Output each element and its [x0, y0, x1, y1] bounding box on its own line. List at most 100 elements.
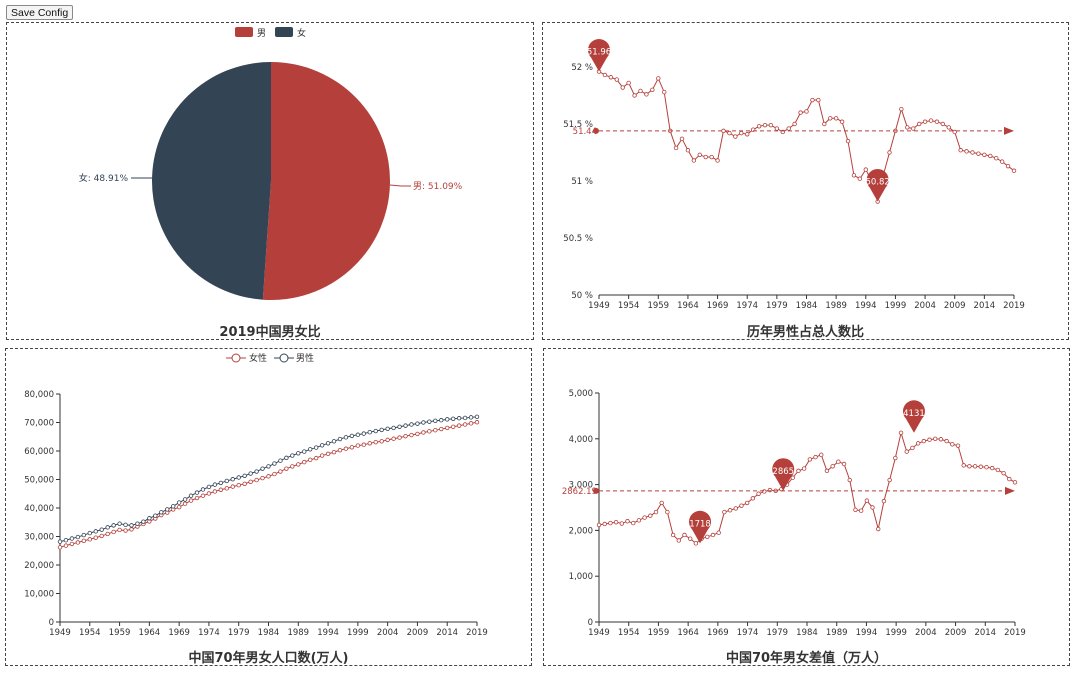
pie-slice-female[interactable]: [151, 62, 271, 300]
population-panel: 女性 男性 1949 1954 1959 1964 1969 1974 1979 1984 19…: [5, 348, 532, 666]
x-tick-label: 2009: [945, 628, 967, 638]
chart-title: 2019中国男女比: [219, 325, 321, 340]
male-ratio-series-point: [982, 152, 987, 157]
female-series-point: [117, 527, 122, 533]
female-series-point: [450, 424, 456, 429]
difference-series-point: [813, 454, 818, 460]
male-ratio-series-point: [887, 150, 892, 155]
legend-swatch-female[interactable]: [275, 27, 293, 37]
avg-line-start: [593, 487, 599, 494]
difference-series-point: [653, 509, 659, 515]
male-ratio-series-point: [638, 88, 643, 94]
x-tick-label: 1994: [317, 628, 339, 638]
male-series-point: [188, 493, 194, 498]
difference-series-point: [972, 464, 978, 469]
female-series-point: [254, 477, 259, 483]
x-tick-label: 1949: [49, 628, 71, 638]
male-series-point: [355, 432, 361, 437]
male-series-point: [379, 427, 384, 433]
female-series-point: [57, 545, 63, 550]
legend-label-male[interactable]: 男性: [296, 352, 314, 364]
female-series-point: [331, 449, 337, 455]
legend-label-female[interactable]: 女: [297, 27, 306, 39]
male-series-point: [313, 445, 319, 450]
legend-swatch-male[interactable]: [235, 27, 253, 37]
male-series-point: [159, 510, 164, 515]
male-series-point: [308, 447, 313, 452]
female-series-point: [284, 466, 289, 471]
chart-title: 历年男性占总人数比: [746, 325, 864, 340]
x-tick-label: 1954: [618, 301, 640, 311]
difference-series-point: [710, 532, 716, 538]
male-series-line: [59, 416, 478, 543]
x-tick-label: 1989: [825, 301, 847, 311]
female-series-point: [415, 431, 420, 437]
save-config-button[interactable]: Save Config: [6, 5, 74, 20]
y-tick-label: 3,000: [569, 481, 593, 491]
male-series-point: [111, 523, 116, 528]
male-series-point: [421, 420, 426, 425]
female-series-point: [409, 432, 414, 438]
female-series-point: [421, 430, 426, 435]
male-ratio-series-point: [976, 151, 981, 156]
x-tick-label: 2019: [1003, 301, 1025, 311]
male-ratio-series-point: [697, 152, 702, 157]
difference-series-point: [790, 475, 795, 480]
difference-series-point: [1001, 470, 1006, 476]
difference-series-point: [596, 522, 602, 528]
female-series-point: [260, 475, 265, 481]
female-series-point: [206, 491, 212, 496]
male-ratio-series-point: [952, 129, 957, 135]
male-ratio-series-point: [899, 106, 904, 112]
legend-label-male[interactable]: 男: [257, 28, 266, 39]
male-ratio-series-point: [786, 126, 791, 131]
male-ratio-series-point: [656, 76, 661, 81]
pin-shape: [866, 168, 889, 202]
female-series-point: [313, 455, 319, 461]
difference-series-point: [938, 437, 944, 442]
female-series-point: [278, 469, 283, 474]
x-tick-label: 2004: [915, 628, 937, 638]
female-series-point: [75, 540, 81, 545]
difference-series-point: [893, 455, 898, 461]
difference-series-point: [950, 442, 955, 447]
pie-slice-male[interactable]: [262, 62, 390, 300]
difference-series-point: [642, 515, 647, 520]
avg-line-start: [593, 127, 599, 134]
difference-series-point: [670, 532, 676, 538]
legend-marker-female[interactable]: [231, 353, 241, 363]
difference-series-point: [602, 521, 607, 527]
female-series-point: [468, 421, 474, 426]
female-series-point: [123, 528, 128, 533]
male-series-point: [278, 458, 283, 463]
difference-series-point: [762, 489, 767, 494]
male-series-point: [337, 436, 343, 442]
difference-series-point: [955, 443, 961, 448]
female-series-point: [474, 420, 480, 425]
difference-series-point: [1012, 480, 1018, 485]
difference-series-line: [598, 430, 1016, 544]
male-ratio-series-point: [768, 122, 774, 128]
male-series-point: [254, 469, 259, 474]
population-legend[interactable]: 女性 男性: [226, 352, 314, 364]
legend-marker-male[interactable]: [279, 353, 289, 363]
legend-label-female[interactable]: 女性: [249, 352, 267, 364]
y-tick-label: 70,000: [24, 419, 54, 429]
difference-series-point: [608, 520, 613, 526]
male-series-point: [206, 484, 212, 490]
male-ratio-series-point: [602, 72, 608, 78]
pie-legend[interactable]: 男 女: [235, 27, 306, 39]
y-tick-label: 80,000: [24, 390, 54, 400]
x-tick-label: 1999: [885, 628, 907, 638]
pin-label: 50.82: [865, 178, 889, 188]
difference-series-point: [727, 508, 733, 513]
male-series-point: [141, 519, 146, 524]
male-ratio-series-point: [851, 173, 857, 178]
male-series-point: [200, 487, 206, 492]
female-series-point: [373, 439, 378, 445]
difference-series-point: [744, 500, 750, 506]
y-tick-label: 4,000: [569, 435, 593, 445]
difference-series-point: [978, 464, 984, 469]
x-tick-label: 1979: [766, 301, 788, 311]
male-ratio-series-point: [970, 150, 975, 155]
